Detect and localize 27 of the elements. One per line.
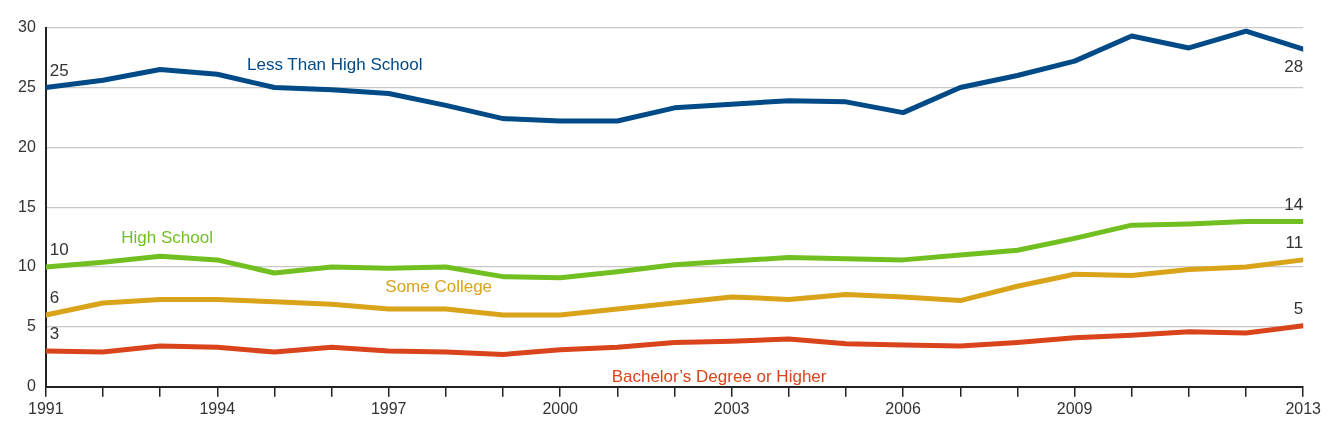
- series-label: Some College: [385, 276, 493, 296]
- y-tick-label: 15: [18, 197, 36, 215]
- x-tick-label: 2000: [542, 399, 579, 417]
- series-label: Bachelor’s Degree or Higher: [611, 366, 827, 386]
- y-tick-label: 30: [18, 18, 36, 36]
- y-tick-label: 20: [18, 137, 36, 155]
- data-label: 25: [49, 60, 69, 80]
- x-tick-label: 1991: [28, 399, 64, 417]
- y-tick-label: 25: [18, 77, 36, 95]
- y-tick-label: 5: [26, 317, 36, 335]
- y-tick-label: 0: [26, 377, 36, 395]
- data-label: 14: [1284, 194, 1304, 214]
- x-tick-label: 1994: [199, 399, 236, 417]
- y-tick-label: 10: [18, 257, 36, 275]
- x-tick-label: 2006: [885, 399, 922, 417]
- series-label: Less Than High School: [246, 55, 423, 75]
- series-label: High School: [121, 227, 213, 247]
- data-label: 11: [1285, 233, 1304, 253]
- data-label: 3: [49, 324, 60, 344]
- data-label: 10: [49, 240, 69, 260]
- x-tick-label: 2003: [713, 399, 750, 417]
- data-label: 6: [49, 288, 60, 308]
- data-label: 28: [1284, 57, 1304, 77]
- x-tick-label: 2009: [1056, 399, 1093, 417]
- data-label: 5: [1293, 298, 1304, 318]
- x-tick-label: 2013: [1285, 399, 1322, 417]
- x-tick-label: 1997: [370, 399, 407, 417]
